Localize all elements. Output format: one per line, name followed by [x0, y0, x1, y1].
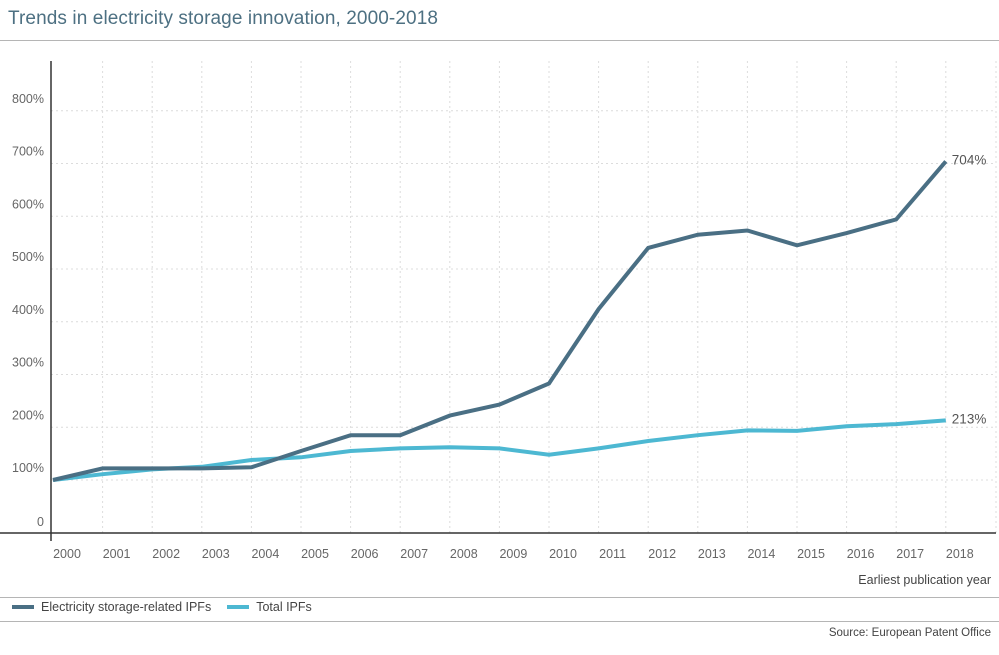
- y-tick-label: 500%: [12, 250, 44, 264]
- x-tick-label-2008: 2008: [450, 547, 478, 561]
- x-tick-label-2012: 2012: [648, 547, 676, 561]
- end-label-1: 213%: [952, 411, 987, 426]
- x-tick-label-2001: 2001: [103, 547, 131, 561]
- x-tick-label-2003: 2003: [202, 547, 230, 561]
- x-tick-label-2000: 2000: [53, 547, 81, 561]
- legend-label-total: Total IPFs: [256, 600, 312, 614]
- x-axis-title: Earliest publication year: [858, 573, 991, 587]
- source-note: Source: European Patent Office: [828, 627, 991, 639]
- legend-divider-bottom: [0, 621, 999, 622]
- legend-item-storage: Electricity storage-related IPFs: [12, 600, 211, 614]
- y-tick-label: 200%: [12, 408, 44, 422]
- legend-swatch-storage: [12, 605, 34, 609]
- legend: Electricity storage-related IPFs Total I…: [12, 600, 328, 614]
- x-tick-label-2010: 2010: [549, 547, 577, 561]
- x-tick-label-2002: 2002: [152, 547, 180, 561]
- y-tick-label: 100%: [12, 461, 44, 475]
- x-tick-label-2015: 2015: [797, 547, 825, 561]
- legend-divider-top: [0, 597, 999, 598]
- x-tick-label-2017: 2017: [896, 547, 924, 561]
- legend-label-storage: Electricity storage-related IPFs: [41, 600, 212, 614]
- x-tick-label-2009: 2009: [499, 547, 527, 561]
- chart-title: Trends in electricity storage innovation…: [8, 8, 439, 29]
- x-tick-label-2004: 2004: [251, 547, 279, 561]
- end-label-0: 704%: [952, 152, 987, 167]
- x-tick-label-2013: 2013: [698, 547, 726, 561]
- y-tick-label: 700%: [12, 145, 44, 159]
- y-tick-label: 800%: [12, 92, 44, 106]
- y-tick-label: 600%: [12, 197, 44, 211]
- x-tick-label-2011: 2011: [599, 547, 626, 561]
- y-tick-label: 300%: [12, 356, 44, 370]
- title-divider: [0, 40, 999, 41]
- x-tick-label-2006: 2006: [351, 547, 379, 561]
- legend-item-total: Total IPFs: [227, 600, 312, 614]
- line-chart: 0 100% 200% 300% 400% 500% 600% 700% 800% 2000 200…: [0, 61, 997, 561]
- y-tick-label: 0: [37, 515, 44, 529]
- x-tick-label-2016: 2016: [847, 547, 875, 561]
- legend-swatch-total: [227, 605, 250, 609]
- x-tick-label-2005: 2005: [301, 547, 329, 561]
- x-tick-label-2018: 2018: [946, 547, 974, 561]
- y-tick-label: 400%: [12, 303, 44, 317]
- x-tick-label-2014: 2014: [747, 547, 775, 561]
- x-tick-label-2007: 2007: [400, 547, 428, 561]
